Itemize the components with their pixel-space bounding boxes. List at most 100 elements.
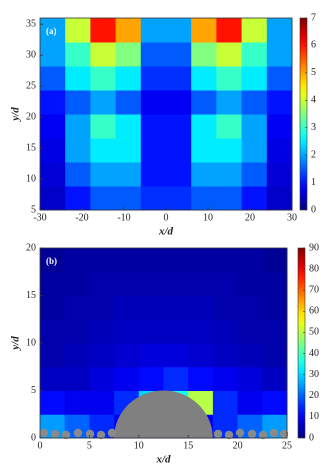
heat-cell: [212, 248, 239, 273]
particle: [235, 428, 245, 438]
heat-cell: [40, 138, 66, 163]
colorbar-tick-label: 0: [309, 432, 314, 443]
colorbar-tick-label: 1: [311, 177, 316, 188]
heat-cell: [90, 42, 117, 67]
particle: [50, 429, 60, 439]
heat-cell: [90, 114, 117, 139]
heat-cell: [89, 271, 115, 296]
heat-cell: [40, 248, 66, 273]
heat-cell: [65, 162, 91, 187]
heat-cell: [90, 90, 117, 115]
particle: [85, 429, 95, 439]
heat-cell: [166, 90, 192, 115]
colorbar-tick-label: 7: [311, 12, 316, 23]
colorbar-tick-label: 4: [311, 95, 316, 106]
heat-cell: [216, 18, 243, 43]
heat-cell: [262, 319, 288, 344]
y-axis-label: y/d: [10, 107, 22, 123]
heat-cell: [138, 295, 164, 320]
heat-cell: [166, 42, 192, 67]
colorbar-tick-label: 70: [309, 285, 319, 296]
heat-cell: [115, 90, 142, 115]
heat-cell: [191, 138, 217, 163]
heat-cell: [166, 162, 192, 187]
heat-cell: [64, 366, 90, 391]
panel-label: (a): [46, 26, 57, 36]
heat-cell: [191, 186, 217, 211]
colorbar-tick-label: 90: [309, 242, 319, 253]
heat-cell: [166, 114, 192, 139]
x-tick-label: -10: [117, 212, 130, 223]
heat-cell: [188, 366, 214, 391]
heat-cell: [241, 114, 268, 139]
colorbar-tick-label: 6: [311, 40, 316, 51]
colorbar-tick-label: 60: [309, 306, 319, 317]
heat-cell: [188, 271, 214, 296]
heat-cell: [90, 138, 117, 163]
heat-cell: [241, 66, 268, 91]
heat-cell: [163, 319, 189, 344]
heat-cell: [138, 319, 164, 344]
heat-cell: [89, 295, 115, 320]
heat-cell: [64, 343, 90, 368]
heat-cell: [163, 343, 189, 368]
heat-cell: [138, 343, 164, 368]
colorbar-tick-label: 5: [311, 67, 316, 78]
heat-cell: [237, 319, 263, 344]
heat-cell: [163, 248, 189, 273]
colorbar: [299, 17, 308, 211]
colorbar-tick-label: 0: [311, 204, 316, 215]
heat-cell: [90, 18, 117, 43]
particle: [224, 430, 234, 440]
heat-cell: [266, 186, 293, 211]
heat-cell: [90, 66, 117, 91]
particle: [73, 428, 83, 438]
heat-cell: [89, 248, 115, 273]
heat-cell: [262, 271, 288, 296]
heat-cell: [188, 319, 214, 344]
y-tick-label: 25: [26, 80, 36, 91]
heat-cell: [266, 162, 293, 187]
y-axis-label: y/d: [10, 336, 22, 352]
heat-cell: [64, 390, 90, 415]
particle: [107, 428, 117, 438]
y-tick-label: 5: [31, 204, 36, 215]
heat-cell: [216, 42, 243, 67]
heat-cell: [64, 248, 90, 273]
x-axis-label: x/d: [158, 226, 174, 238]
heat-cell: [266, 138, 293, 163]
heat-cell: [65, 138, 91, 163]
y-tick-label: 5: [31, 385, 36, 396]
colorbar-tick-label: 80: [309, 263, 319, 274]
heat-cell: [212, 295, 239, 320]
heat-cell: [115, 18, 142, 43]
heat-cell: [64, 271, 90, 296]
heat-cell: [241, 138, 268, 163]
heat-cell: [140, 114, 167, 139]
heat-cell: [65, 186, 91, 211]
y-tick-label: 20: [26, 111, 36, 122]
heat-cell: [115, 114, 142, 139]
heat-cell: [40, 18, 66, 43]
colorbar: [297, 247, 306, 439]
heat-cell: [89, 319, 115, 344]
heat-cell: [262, 343, 288, 368]
particle: [213, 429, 223, 439]
heat-cell: [65, 90, 91, 115]
heat-cell: [241, 186, 268, 211]
heat-cell: [114, 271, 140, 296]
heat-cell: [138, 271, 164, 296]
heat-cell: [140, 42, 167, 67]
heat-cell: [216, 114, 243, 139]
colorbar-tick-label: 40: [309, 348, 319, 359]
heat-cell: [64, 319, 90, 344]
x-tick-label: -20: [75, 212, 88, 223]
heat-cell: [65, 66, 91, 91]
heat-cell: [237, 343, 263, 368]
heat-cell: [266, 66, 293, 91]
heat-cell: [237, 271, 263, 296]
heat-cell: [262, 248, 288, 273]
x-axis-label: x/d: [155, 454, 171, 466]
y-tick-label: 10: [26, 337, 36, 348]
